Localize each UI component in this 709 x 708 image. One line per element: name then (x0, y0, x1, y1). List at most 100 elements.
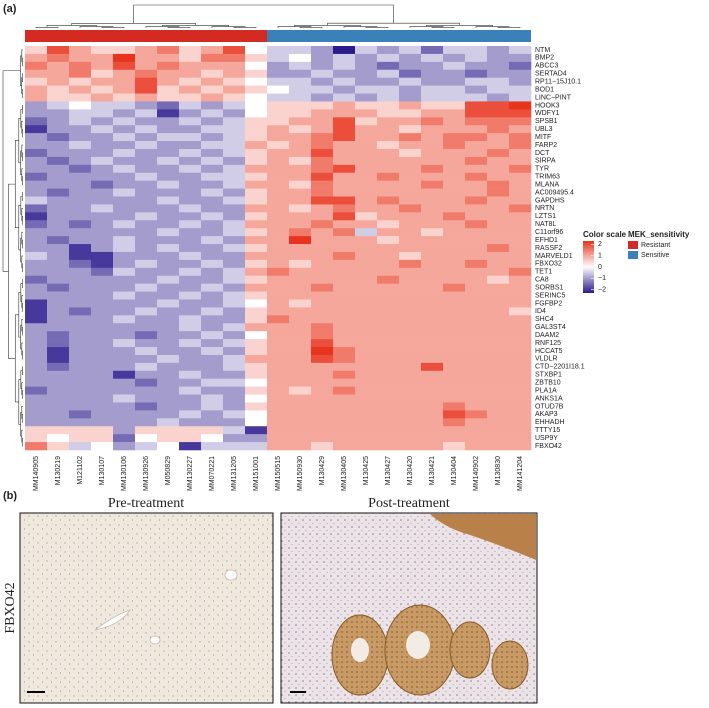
heatmap-cell (333, 125, 356, 134)
heatmap-cell (91, 354, 114, 364)
row-label: CA8 (535, 277, 549, 284)
heatmap-cell (355, 117, 378, 126)
heatmap-cell (47, 410, 70, 419)
heatmap-cell (267, 61, 290, 71)
heatmap-cell (465, 386, 488, 395)
heatmap-cell (377, 323, 400, 332)
heatmap-cell (25, 220, 48, 229)
row-label: LINC−PINT (535, 94, 572, 101)
heatmap-cell (289, 323, 312, 332)
heatmap-cell (267, 133, 290, 142)
heatmap-cell (91, 410, 114, 419)
heatmap-cell (69, 204, 92, 213)
heatmap-cell (487, 220, 510, 229)
heatmap-cell (465, 362, 488, 372)
heatmap-cell (201, 339, 224, 348)
heatmap-cell (377, 354, 400, 364)
heatmap-cell (179, 236, 202, 245)
heatmap-cell (69, 228, 92, 237)
heatmap-cell (487, 93, 510, 102)
heatmap-cell (333, 180, 356, 189)
heatmap-cell (421, 354, 444, 364)
heatmap-cell (399, 46, 422, 55)
heatmap-cell (421, 204, 444, 213)
heatmap-cell (179, 291, 202, 300)
heatmap-cell (91, 434, 114, 443)
heatmap-cell (135, 378, 158, 387)
heatmap-cell (157, 370, 180, 380)
heatmap-cell (443, 69, 466, 78)
heatmap-cell (91, 315, 114, 324)
heatmap-cell (421, 251, 444, 261)
row-label: AKAP3 (535, 411, 558, 418)
heatmap-cell (25, 418, 48, 427)
heatmap-cell (91, 125, 114, 134)
heatmap-cell (91, 267, 114, 277)
heatmap-cell (509, 141, 532, 150)
heatmap-cell (157, 196, 180, 205)
column-label: M130107 (99, 456, 106, 485)
heatmap-cell (443, 386, 466, 395)
heatmap-cell (399, 61, 422, 71)
heatmap-cell (69, 442, 92, 451)
heatmap-cell (421, 339, 444, 348)
heatmap-cell (135, 386, 158, 395)
heatmap-cell (201, 251, 224, 261)
heatmap-cell (399, 426, 422, 435)
heatmap-cell (69, 323, 92, 332)
heatmap-cell (311, 180, 334, 189)
heatmap-cell (465, 125, 488, 134)
heatmap-cell (421, 275, 444, 284)
heatmap-cell (443, 196, 466, 205)
heatmap-cell (69, 410, 92, 419)
column-label: M130429 (319, 456, 326, 485)
heatmap-cell (355, 204, 378, 213)
heatmap-cell (421, 133, 444, 142)
heatmap-cell (333, 410, 356, 419)
pre-treatment-image (19, 512, 274, 704)
heatmap-cell (201, 77, 224, 86)
heatmap-cell (399, 442, 422, 451)
heatmap-cell (509, 180, 532, 189)
heatmap-cell (245, 347, 268, 356)
heatmap-cell (399, 402, 422, 411)
heatmap-cell (91, 402, 114, 411)
heatmap-cell (25, 307, 48, 316)
heatmap-cell (487, 148, 510, 158)
heatmap-cell (355, 283, 378, 292)
column-label: MM140902 (473, 456, 480, 491)
heatmap-cell (201, 101, 224, 110)
heatmap-cell (333, 212, 356, 221)
heatmap-cell (267, 442, 290, 451)
heatmap-cell (157, 362, 180, 372)
heatmap-cell (311, 164, 334, 174)
heatmap-cell (179, 402, 202, 411)
dendrogram (22, 128, 23, 138)
heatmap-cell (333, 236, 356, 245)
heatmap-cell (157, 69, 180, 78)
heatmap-cell (399, 228, 422, 237)
heatmap-cell (333, 259, 356, 269)
heatmap-cell (47, 307, 70, 316)
column-label: M130830 (495, 456, 502, 485)
heatmap-cell (201, 434, 224, 443)
heatmap-cell (333, 378, 356, 387)
heatmap-cell (69, 46, 92, 55)
heatmap-cell (201, 244, 224, 253)
heatmap-cell (223, 259, 246, 269)
heatmap-cell (377, 77, 400, 86)
heatmap-cell (399, 275, 422, 284)
heatmap-cell (377, 426, 400, 435)
heatmap-cell (91, 251, 114, 261)
heatmap-cell (25, 228, 48, 237)
heatmap-cell (113, 410, 136, 419)
row-label: NTM (535, 47, 550, 54)
heatmap-cell (47, 323, 70, 332)
column-label: M130427 (385, 456, 392, 485)
dendrogram (21, 382, 23, 395)
heatmap-cell (509, 85, 532, 94)
heatmap-cell (333, 133, 356, 142)
heatmap-cell (69, 299, 92, 308)
heatmap-cell (399, 156, 422, 166)
heatmap-cell (179, 370, 202, 380)
